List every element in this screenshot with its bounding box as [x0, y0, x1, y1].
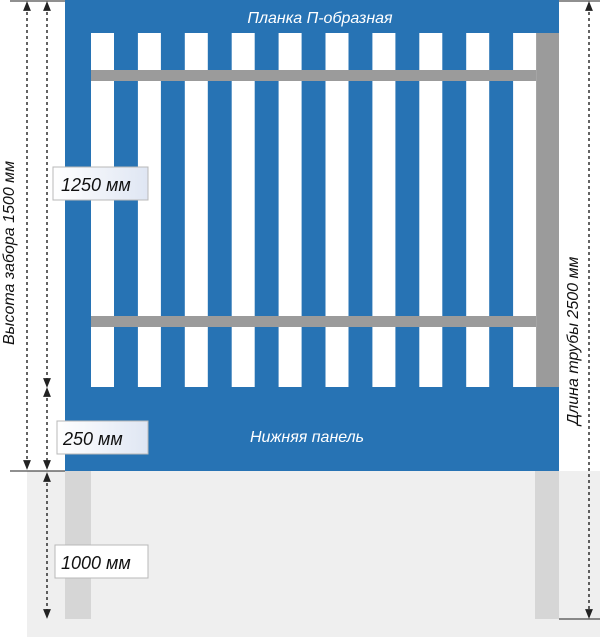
- bottom-panel-label: Нижняя панель: [250, 429, 364, 446]
- slat: [91, 33, 114, 387]
- top-plank-label: Планка П-образная: [247, 10, 393, 27]
- slat: [419, 33, 443, 387]
- slats: [91, 33, 537, 387]
- slat: [466, 33, 490, 387]
- underground-label: 1000 мм: [61, 553, 131, 573]
- slat: [231, 33, 255, 387]
- panel-section-box: [56, 420, 149, 455]
- fence-height-label: Высота забора 1500 мм: [1, 161, 18, 345]
- slat: [278, 33, 302, 387]
- panel-section-label: 250 мм: [62, 429, 123, 449]
- underground-box: [54, 544, 149, 579]
- right-post-underground: [535, 471, 559, 619]
- slat: [513, 33, 537, 387]
- lower-rail: [91, 316, 536, 327]
- slat-section-box: [52, 166, 149, 201]
- slat: [184, 33, 208, 387]
- slat: [372, 33, 396, 387]
- slat: [137, 33, 161, 387]
- right-post: [536, 33, 559, 387]
- slat-section-label: 1250 мм: [61, 175, 131, 195]
- slat: [325, 33, 349, 387]
- pipe-length-label: Длина трубы 2500 мм: [565, 257, 582, 427]
- upper-rail: [91, 70, 536, 81]
